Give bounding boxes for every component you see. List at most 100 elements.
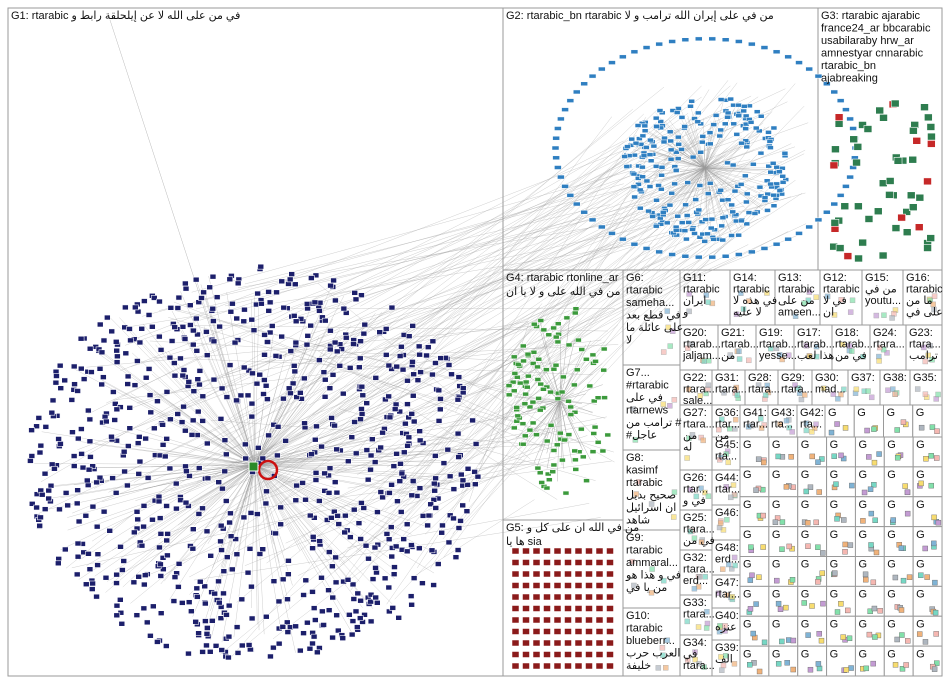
node bbox=[237, 392, 245, 399]
edge bbox=[265, 344, 619, 362]
node bbox=[371, 544, 379, 551]
node bbox=[649, 566, 655, 572]
node bbox=[781, 151, 789, 156]
hub-node bbox=[248, 461, 259, 472]
node bbox=[215, 479, 223, 485]
node bbox=[698, 485, 704, 492]
group-label: G48: bbox=[715, 542, 739, 554]
node bbox=[472, 481, 479, 488]
edge bbox=[704, 167, 761, 205]
node bbox=[407, 593, 415, 599]
edge bbox=[121, 243, 639, 329]
edge bbox=[637, 167, 706, 198]
node bbox=[747, 606, 754, 612]
small-group-label: G bbox=[916, 618, 925, 630]
node bbox=[738, 140, 745, 146]
node bbox=[220, 568, 228, 575]
node bbox=[248, 316, 256, 323]
edge bbox=[254, 464, 427, 496]
node bbox=[342, 334, 350, 341]
node bbox=[733, 311, 740, 318]
node bbox=[78, 426, 85, 432]
node bbox=[729, 162, 737, 168]
node bbox=[33, 423, 40, 430]
group-label: G42: bbox=[800, 407, 824, 419]
edge bbox=[662, 167, 706, 202]
node bbox=[708, 225, 715, 231]
node bbox=[244, 392, 252, 399]
edge bbox=[254, 464, 346, 515]
node bbox=[356, 615, 364, 621]
group-label: G29: bbox=[781, 372, 805, 384]
edge bbox=[93, 464, 256, 527]
edge bbox=[228, 233, 803, 467]
node bbox=[898, 607, 905, 613]
node bbox=[38, 491, 46, 498]
node bbox=[312, 477, 320, 483]
node bbox=[388, 553, 396, 560]
edge bbox=[536, 399, 561, 470]
node bbox=[112, 338, 120, 345]
node bbox=[737, 182, 745, 187]
node bbox=[931, 540, 937, 547]
node bbox=[927, 140, 936, 148]
node bbox=[865, 388, 871, 394]
edge bbox=[559, 392, 574, 401]
node bbox=[387, 524, 395, 530]
edge bbox=[146, 142, 675, 430]
group-label: في bbox=[683, 649, 697, 661]
group-label: rtarab... bbox=[721, 339, 759, 351]
node bbox=[533, 432, 540, 437]
node bbox=[792, 382, 798, 388]
edge bbox=[704, 167, 760, 193]
node bbox=[575, 337, 582, 343]
small-group-label: G bbox=[801, 499, 810, 511]
node bbox=[379, 494, 386, 501]
node bbox=[410, 418, 418, 425]
node bbox=[553, 442, 561, 448]
node bbox=[117, 544, 124, 550]
node bbox=[753, 601, 759, 607]
edge bbox=[704, 167, 711, 207]
node bbox=[775, 661, 782, 667]
node bbox=[414, 377, 422, 383]
group-label: usabilaraby hrw_ar bbox=[821, 35, 914, 47]
node bbox=[652, 164, 660, 169]
node bbox=[815, 544, 821, 550]
node bbox=[432, 505, 440, 511]
node bbox=[686, 435, 692, 441]
node bbox=[145, 366, 153, 372]
node bbox=[538, 480, 545, 485]
node bbox=[52, 379, 60, 386]
node bbox=[332, 579, 340, 586]
node bbox=[286, 276, 294, 283]
node bbox=[135, 573, 142, 580]
edge bbox=[687, 118, 706, 169]
node bbox=[242, 455, 250, 462]
node bbox=[900, 577, 907, 584]
node bbox=[672, 228, 680, 233]
node bbox=[332, 297, 339, 304]
node bbox=[779, 519, 786, 525]
node bbox=[934, 660, 940, 666]
node bbox=[71, 381, 78, 387]
node bbox=[210, 318, 217, 324]
node bbox=[140, 605, 148, 612]
node bbox=[640, 153, 648, 159]
small-group-panel bbox=[854, 615, 885, 647]
node bbox=[671, 181, 678, 187]
edge bbox=[191, 464, 256, 529]
node bbox=[218, 547, 225, 553]
node bbox=[727, 352, 734, 358]
node bbox=[385, 393, 392, 400]
node bbox=[721, 390, 727, 396]
group-label: rtarab... bbox=[759, 339, 797, 351]
edge bbox=[254, 464, 354, 637]
node bbox=[135, 434, 143, 440]
node bbox=[553, 628, 562, 635]
node bbox=[131, 529, 138, 536]
node bbox=[931, 666, 938, 672]
node bbox=[400, 449, 408, 456]
node bbox=[231, 339, 239, 346]
node bbox=[572, 467, 580, 472]
